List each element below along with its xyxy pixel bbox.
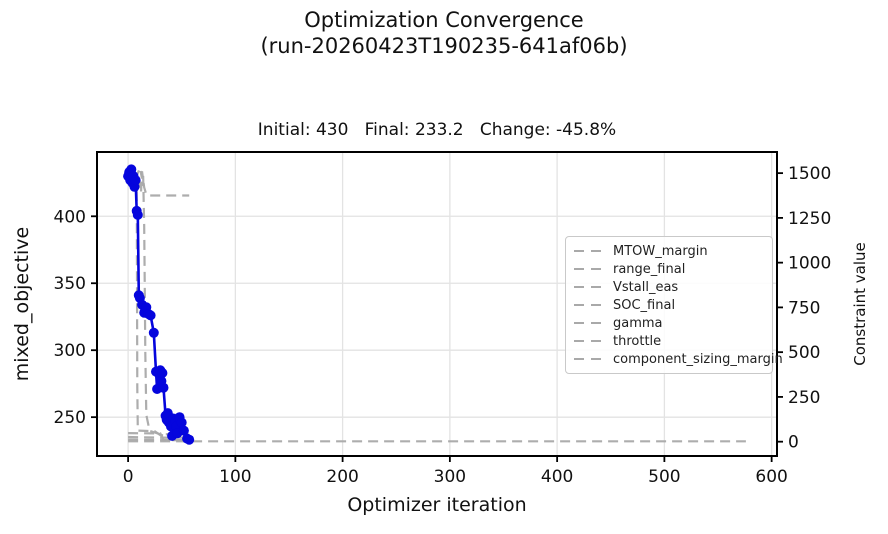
y-left-tick-label: 250 bbox=[54, 408, 86, 428]
y-left-tick-label: 300 bbox=[54, 341, 86, 361]
legend-item-range_final: range_final bbox=[574, 261, 764, 278]
legend-item-gamma: gamma bbox=[574, 315, 764, 332]
y-right-tick-label: 1250 bbox=[788, 209, 831, 229]
x-tick-label: 100 bbox=[219, 467, 251, 487]
constraint-line-MTOW_margin bbox=[127, 163, 190, 436]
legend-dash-sample bbox=[574, 339, 604, 343]
constraint-line-Vstall_eas bbox=[129, 176, 190, 437]
x-tick-label: 200 bbox=[326, 467, 358, 487]
x-tick-label: 400 bbox=[541, 467, 573, 487]
legend-dash-sample bbox=[574, 303, 604, 307]
legend-label: MTOW_margin bbox=[613, 243, 708, 259]
legend-dash-sample bbox=[574, 267, 604, 271]
y-left-tick-label: 400 bbox=[54, 207, 86, 227]
objective-marker bbox=[157, 368, 168, 378]
axes-title-stats: Initial: 430 Final: 233.2 Change: -45.8% bbox=[257, 120, 617, 140]
x-tick-label: 500 bbox=[648, 467, 680, 487]
legend-item-MTOW_margin: MTOW_margin bbox=[574, 243, 764, 260]
y-right-tick-label: 1500 bbox=[788, 164, 831, 184]
y-right-tick-label: 750 bbox=[788, 298, 820, 318]
y-right-tick-label: 250 bbox=[788, 388, 820, 408]
objective-marker bbox=[130, 175, 141, 186]
legend-dash-sample bbox=[574, 285, 604, 289]
constraint-line-range_final bbox=[135, 171, 190, 197]
objective-marker bbox=[148, 327, 159, 338]
plot-frame bbox=[96, 151, 778, 457]
legend-dash-sample bbox=[574, 357, 604, 361]
objective-marker bbox=[158, 382, 169, 393]
x-axis-label: Optimizer iteration bbox=[347, 494, 527, 516]
legend-item-component_sizing_margin: component_sizing_margin bbox=[574, 351, 783, 368]
y-right-tick-label: 0 bbox=[788, 433, 799, 453]
y-right-tick-label: 1000 bbox=[788, 254, 831, 274]
x-tick-label: 300 bbox=[434, 467, 466, 487]
objective-marker bbox=[145, 310, 156, 321]
legend: MTOW_margin range_final Vstall_eas SOC_fina… bbox=[565, 236, 783, 374]
legend-label: component_sizing_margin bbox=[613, 351, 783, 367]
legend-dash-sample bbox=[574, 249, 604, 253]
legend-item-SOC_final: SOC_final bbox=[574, 297, 764, 314]
x-tick-label: 600 bbox=[755, 467, 787, 487]
chart-title: Optimization Convergence bbox=[304, 8, 584, 32]
chart-run-id: (run-20260423T190235-641af06b) bbox=[260, 34, 628, 58]
legend-item-Vstall_eas: Vstall_eas bbox=[574, 279, 764, 296]
y-axis-label-right: Constraint value bbox=[851, 242, 869, 366]
y-right-tick-label: 500 bbox=[788, 343, 820, 363]
legend-item-throttle: throttle bbox=[574, 333, 764, 350]
legend-label: SOC_final bbox=[613, 297, 676, 313]
x-tick-label: 0 bbox=[123, 467, 134, 487]
legend-dash-sample bbox=[574, 321, 604, 325]
legend-label: Vstall_eas bbox=[613, 279, 679, 295]
legend-label: gamma bbox=[613, 315, 663, 331]
objective-marker bbox=[176, 417, 187, 428]
objective-marker bbox=[178, 425, 189, 436]
y-axis-label-left: mixed_objective bbox=[11, 226, 33, 382]
y-left-tick-label: 350 bbox=[54, 274, 86, 294]
objective-marker bbox=[184, 434, 195, 445]
legend-label: range_final bbox=[613, 261, 686, 277]
legend-label: throttle bbox=[613, 333, 662, 349]
objective-marker bbox=[132, 209, 143, 220]
constraint-line-SOC_final bbox=[128, 435, 190, 439]
